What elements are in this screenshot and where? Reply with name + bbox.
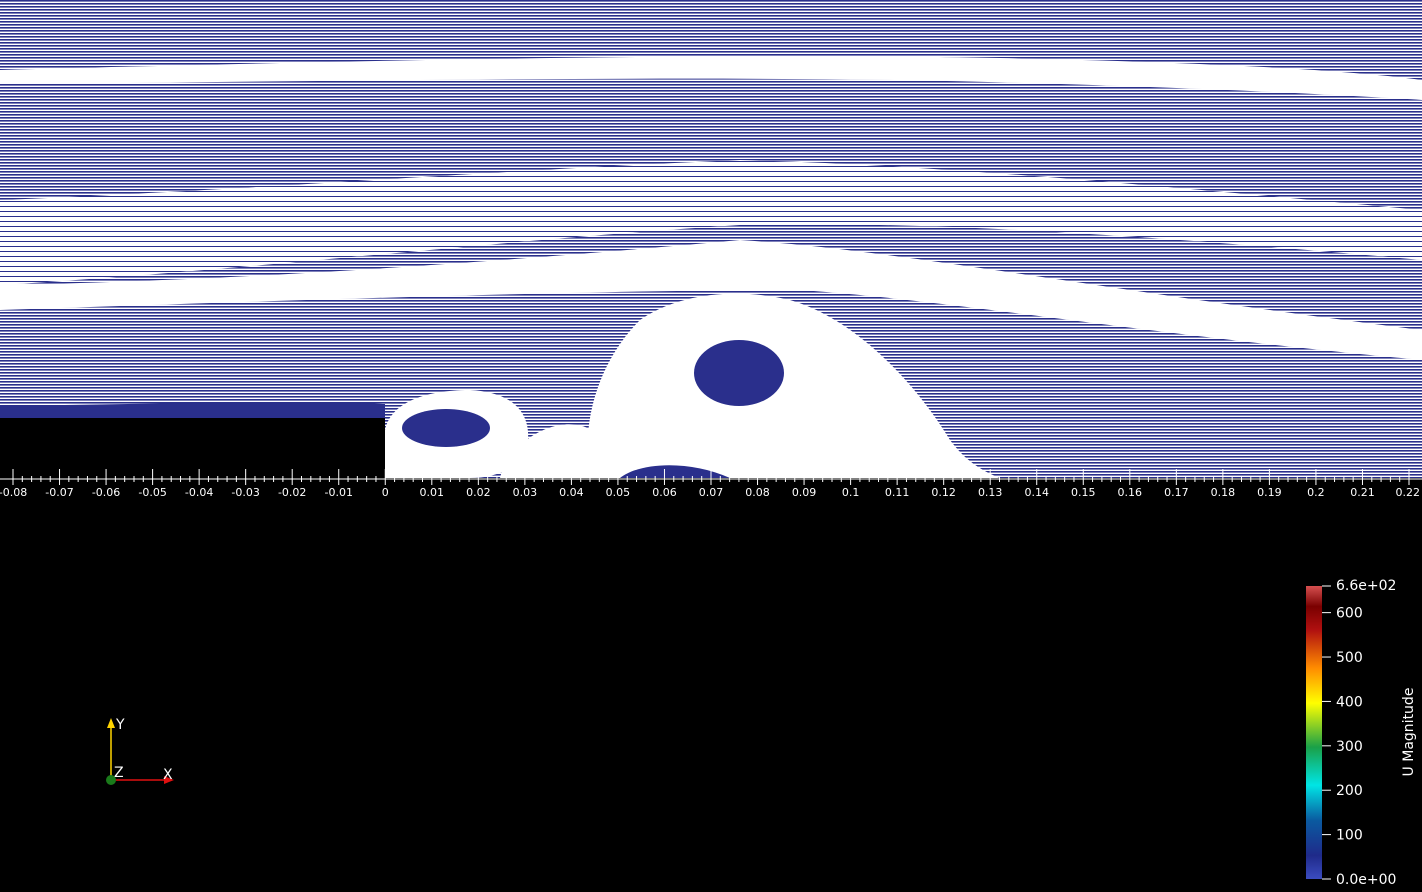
orientation-axes: Y Z X xyxy=(106,717,174,785)
black-background xyxy=(0,478,1422,892)
x-tick-label: 0.17 xyxy=(1164,486,1189,499)
colorbar-max-label: 6.6e+02 xyxy=(1336,578,1396,594)
x-tick-label: 0.04 xyxy=(559,486,584,499)
colorbar-tick-label: 100 xyxy=(1336,828,1363,844)
white-band-upper xyxy=(0,56,1422,100)
x-tick-label: -0.06 xyxy=(92,486,120,499)
x-tick-label: 0.21 xyxy=(1350,486,1375,499)
vortex-core-step xyxy=(402,409,490,447)
x-tick-label: 0.08 xyxy=(745,486,770,499)
white-band-lower xyxy=(0,240,1422,360)
x-tick-label: 0.14 xyxy=(1024,486,1049,499)
x-tick-label: -0.04 xyxy=(185,486,213,499)
x-tick-label: 0.22 xyxy=(1396,486,1421,499)
x-tick-label: 0.2 xyxy=(1307,486,1325,499)
colorbar-min-label: 0.0e+00 xyxy=(1336,872,1396,888)
x-tick-label: -0.01 xyxy=(324,486,352,499)
x-axis-ticks: -0.08 -0.07 -0.06 -0.05 -0.04 -0.03 -0.02 -0.01… xyxy=(0,469,1420,499)
colorbar-tick-label: 400 xyxy=(1336,694,1363,710)
x-tick-label: 0.18 xyxy=(1211,486,1236,499)
mixing-region xyxy=(500,424,630,478)
x-tick-label: -0.02 xyxy=(278,486,306,499)
x-tick-label: -0.03 xyxy=(231,486,259,499)
colorbar-tick-label: 300 xyxy=(1336,739,1363,755)
colorbar-gradient xyxy=(1306,586,1322,879)
x-tick-label: 0.05 xyxy=(606,486,631,499)
upstream-boundary-layer xyxy=(0,402,385,418)
colorbar-tick-label: 200 xyxy=(1336,783,1363,799)
x-arrow-head xyxy=(164,776,174,784)
x-tick-label: 0.12 xyxy=(931,486,956,499)
x-tick-label: 0.11 xyxy=(885,486,910,499)
x-tick-label: 0.19 xyxy=(1257,486,1282,499)
y-arrow-head xyxy=(107,718,115,728)
x-tick-label: -0.07 xyxy=(45,486,73,499)
x-axis: -0.08 -0.07 -0.06 -0.05 -0.04 -0.03 -0.02 -0.01… xyxy=(0,469,1422,499)
x-tick-label: 0.01 xyxy=(420,486,445,499)
backward-facing-step xyxy=(0,418,385,478)
colorbar-ticks: 600 500 400 300 200 100 xyxy=(1322,606,1363,844)
main-recirculation-bubble xyxy=(587,293,1000,478)
x-tick-label: 0.13 xyxy=(978,486,1003,499)
x-tick-label: 0 xyxy=(382,486,389,499)
colorbar-tick-label: 600 xyxy=(1336,606,1363,622)
x-tick-label: 0.03 xyxy=(513,486,538,499)
x-tick-label: 0.02 xyxy=(466,486,491,499)
x-tick-label: 0.1 xyxy=(842,486,860,499)
x-tick-label: 0.06 xyxy=(652,486,677,499)
streak-region-middle xyxy=(0,160,1422,285)
x-tick-label: -0.05 xyxy=(138,486,166,499)
x-tick-label: 0.07 xyxy=(699,486,724,499)
z-axis-label: Z xyxy=(114,765,124,781)
x-tick-label: 0.09 xyxy=(792,486,817,499)
y-axis-label: Y xyxy=(115,717,125,733)
colorbar-title: U Magnitude xyxy=(1401,688,1417,777)
vortex-core-main xyxy=(694,340,784,406)
wall-vortex xyxy=(620,465,730,478)
colorbar-tick-label: 500 xyxy=(1336,650,1363,666)
color-legend: 600 500 400 300 200 100 6.6e+02 0.0e+00 U Mag… xyxy=(1306,578,1417,888)
x-tick-label: 0.16 xyxy=(1118,486,1143,499)
x-tick-label: -0.08 xyxy=(0,486,27,499)
z-axis-dot xyxy=(106,775,116,785)
x-axis-label: X xyxy=(163,767,173,783)
x-tick-label: 0.15 xyxy=(1071,486,1096,499)
